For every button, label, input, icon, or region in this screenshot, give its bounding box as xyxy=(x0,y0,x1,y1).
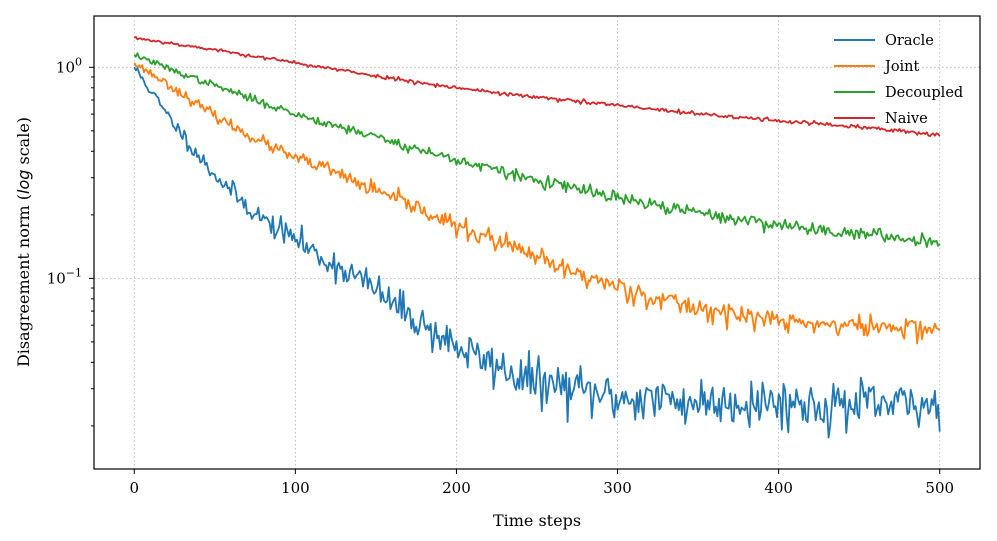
series-line-joint xyxy=(133,62,941,345)
x-tick-label: 400 xyxy=(764,479,793,497)
legend: Oracle Joint Decoupled Naive xyxy=(834,33,963,127)
x-tick-label: 500 xyxy=(925,479,954,497)
y-axis-label-prefix: Disagreement norm ( xyxy=(14,194,33,367)
axis-ticks xyxy=(89,66,941,474)
series-line-decoupled xyxy=(133,52,941,249)
x-tick-label: 300 xyxy=(603,479,632,497)
y-tick-label-exponent: −1 xyxy=(66,266,82,279)
y-tick-label: 100 xyxy=(56,55,82,76)
series-lines xyxy=(133,36,941,439)
y-tick-label: 10−1 xyxy=(47,266,82,287)
series-line-oracle xyxy=(133,66,941,439)
grid-lines xyxy=(94,16,980,469)
x-tick-label: 100 xyxy=(281,479,310,497)
legend-label-decoupled: Decoupled xyxy=(885,85,963,101)
legend-label-naive: Naive xyxy=(885,111,928,127)
y-axis-label: Disagreement norm (log scale) xyxy=(14,117,33,367)
x-tick-label: 200 xyxy=(442,479,471,497)
legend-label-oracle: Oracle xyxy=(885,33,934,49)
x-axis-label: Time steps xyxy=(493,511,581,530)
y-axis-label-log: log xyxy=(14,170,33,194)
x-tick-label: 0 xyxy=(129,479,139,497)
y-tick-label-exponent: 0 xyxy=(75,55,82,68)
series-line-naive xyxy=(133,36,941,138)
plot-frame xyxy=(93,15,981,470)
y-tick-label-base: 10 xyxy=(47,269,66,287)
y-tick-label-base: 10 xyxy=(56,58,75,76)
legend-label-joint: Joint xyxy=(883,59,920,75)
y-axis-label-suffix: scale) xyxy=(14,117,33,170)
